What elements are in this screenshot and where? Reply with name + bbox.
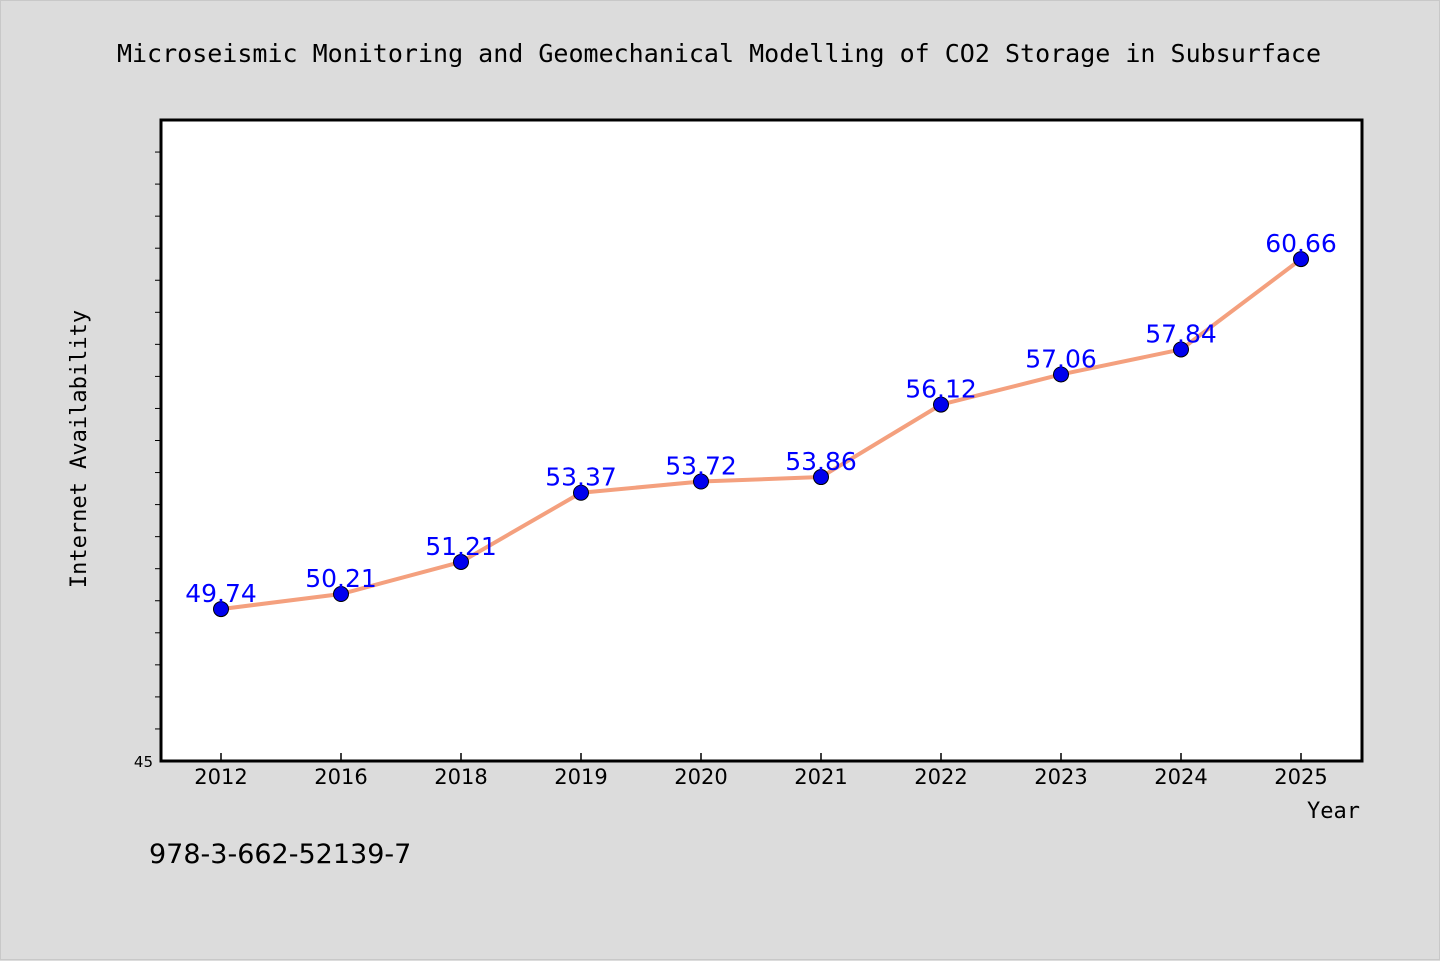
data-point xyxy=(453,553,469,570)
data-point xyxy=(933,396,949,413)
x-axis-label: Year xyxy=(1307,799,1360,824)
data-label: 53.37 xyxy=(545,463,617,492)
x-tick-label: 2023 xyxy=(1034,765,1087,789)
chart-title: Microseismic Monitoring and Geomechanica… xyxy=(117,39,1321,68)
y-axis-label: Internet Availability xyxy=(67,310,92,588)
x-tick-label: 2018 xyxy=(434,765,487,789)
y-tick-label-min: 45 xyxy=(134,753,153,771)
x-tick-label: 2016 xyxy=(314,765,367,789)
data-point xyxy=(1053,366,1069,383)
y-axis-ticks xyxy=(155,151,161,730)
data-point xyxy=(213,601,229,618)
x-tick-label: 2021 xyxy=(794,765,847,789)
isbn-text: 978-3-662-52139-7 xyxy=(149,839,411,870)
data-label: 57.84 xyxy=(1145,319,1217,348)
data-point xyxy=(573,484,589,501)
x-axis-ticks: 2012 2016 2018 2019 2020 2021 2022 2023 2024 2025 xyxy=(194,753,1328,789)
x-tick-label: 2024 xyxy=(1154,765,1207,789)
series-line-group xyxy=(219,257,1303,612)
x-tick-label: 2020 xyxy=(674,765,727,789)
data-label: 49.74 xyxy=(185,579,257,608)
data-label: 53.86 xyxy=(785,447,857,476)
series-markers xyxy=(213,251,1309,618)
data-point xyxy=(813,469,829,486)
data-point xyxy=(1173,341,1189,358)
data-label: 56.12 xyxy=(905,375,977,404)
data-label: 60.66 xyxy=(1265,229,1337,258)
x-tick-label: 2019 xyxy=(554,765,607,789)
data-label: 53.72 xyxy=(665,452,737,481)
data-label: 57.06 xyxy=(1025,344,1097,373)
data-point xyxy=(1293,251,1309,268)
data-point xyxy=(333,586,349,603)
data-label: 51.21 xyxy=(425,532,497,561)
x-tick-label: 2025 xyxy=(1274,765,1327,789)
x-tick-label: 2022 xyxy=(914,765,967,789)
data-labels: 49.74 50.21 51.21 53.37 53.72 53.86 56.12 57.06… xyxy=(185,229,1337,608)
plot-area xyxy=(159,118,1364,763)
data-point xyxy=(693,473,709,490)
series-line xyxy=(219,257,1303,612)
data-label: 50.21 xyxy=(305,564,377,593)
x-tick-label: 2012 xyxy=(194,765,247,789)
